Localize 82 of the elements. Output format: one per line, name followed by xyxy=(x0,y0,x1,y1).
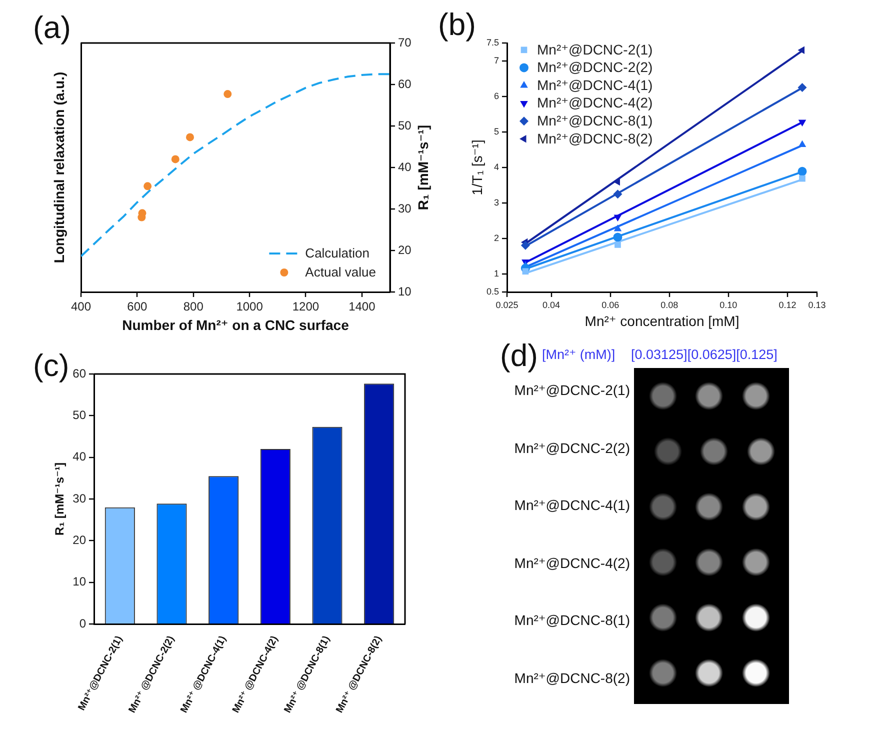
y-tick-label: 2 xyxy=(494,233,499,244)
y-tick-label: 0 xyxy=(79,616,86,630)
legend-label: Mn²⁺@DCNC-8(1) xyxy=(537,112,653,128)
point xyxy=(144,182,152,190)
y-tick-label: 6 xyxy=(494,90,499,101)
legend-label: Mn²⁺@DCNC-2(2) xyxy=(537,59,653,76)
x-tick-label: 600 xyxy=(127,300,148,314)
point xyxy=(520,240,530,250)
text: (d) xyxy=(500,338,538,374)
point xyxy=(798,46,804,54)
y-axis-title: Longitudinal relaxation (a.u.) xyxy=(50,72,67,264)
point xyxy=(798,140,806,147)
x-tick-label: 0.025 xyxy=(496,300,518,310)
x-tick-label: 1000 xyxy=(236,300,264,314)
legend-label: Actual value xyxy=(305,264,376,280)
category-label: [0.0625] xyxy=(687,347,736,363)
y2-tick-label: 30 xyxy=(398,201,412,216)
y-tick-label: 30 xyxy=(72,491,86,506)
point xyxy=(799,175,806,182)
y2-tick-label: 20 xyxy=(398,242,412,257)
y-tick-label: 60 xyxy=(72,366,86,380)
y-tick-label: 3 xyxy=(494,198,499,208)
x-tick-label: 0.12 xyxy=(778,300,796,310)
y2-tick-label: 10 xyxy=(398,284,412,298)
point xyxy=(614,214,622,222)
y2-tick-label: 60 xyxy=(398,76,412,91)
category-label: [0.03125] xyxy=(631,347,688,363)
x-tick-label: 0.08 xyxy=(660,300,678,310)
y-tick-label: 5 xyxy=(494,126,499,136)
y-tick-label: 0.5 xyxy=(486,286,499,296)
point xyxy=(522,268,529,275)
point xyxy=(798,120,806,126)
category-label: Mn²⁺@DCNC-4(1) xyxy=(514,497,630,514)
x-tick-label: 0.10 xyxy=(720,300,738,310)
y-axis-title: 1/T₁ [s⁻¹] xyxy=(468,140,485,196)
y-tick-label: 7.5 xyxy=(486,37,499,48)
y-tick-label: 40 xyxy=(72,450,86,464)
legend-label: Calculation xyxy=(305,246,370,261)
legend-label: Mn²⁺@DCNC-4(1) xyxy=(537,76,653,93)
category-label: Mn²⁺@DCNC-4(2) xyxy=(514,554,630,571)
x-tick-label: 0.13 xyxy=(808,300,826,310)
x-tick-label: 400 xyxy=(70,300,92,314)
y-tick-label: 50 xyxy=(72,408,86,422)
x-tick-label: 1400 xyxy=(348,300,376,314)
y-axis-title: R₁ [mM⁻¹s⁻¹] xyxy=(52,462,66,536)
y-tick-label: 7 xyxy=(494,55,499,66)
chart-title: (c) xyxy=(33,348,70,383)
y-tick-label: 10 xyxy=(72,574,86,589)
chart-title: (a) xyxy=(33,10,71,45)
legend-label: Mn²⁺@DCNC-2(1) xyxy=(537,41,653,58)
legend-label: Mn²⁺@DCNC-8(2) xyxy=(537,130,653,146)
y-tick-label: 20 xyxy=(72,532,86,547)
point xyxy=(224,90,232,98)
category-label: Mn²⁺@DCNC-8(2) xyxy=(514,670,630,686)
point xyxy=(171,155,180,164)
point xyxy=(798,82,807,92)
point xyxy=(613,190,622,199)
category-label: [0.125] xyxy=(736,347,778,363)
y-tick-label: 4 xyxy=(494,162,499,172)
y2-axis-title: R₁ [mM⁻¹s⁻¹] xyxy=(414,124,431,210)
legend-label: Mn²⁺@DCNC-4(2) xyxy=(537,94,653,111)
line-series xyxy=(81,73,390,258)
point xyxy=(613,232,622,242)
chart-title: (b) xyxy=(438,7,476,42)
point xyxy=(614,224,622,232)
x-tick-label: 0.06 xyxy=(602,300,620,310)
text: [Mn²⁺ (mM)] xyxy=(542,347,616,363)
y-tick-label: 1 xyxy=(494,268,499,279)
point xyxy=(186,133,194,142)
x-tick-label: 1200 xyxy=(292,300,320,314)
point xyxy=(614,242,621,248)
point xyxy=(798,166,807,176)
y2-tick-label: 40 xyxy=(398,160,412,174)
y2-tick-label: 50 xyxy=(398,118,412,132)
x-tick-label: 0.04 xyxy=(542,300,560,310)
y2-tick-label: 70 xyxy=(398,35,412,50)
x-tick-label: 800 xyxy=(183,300,204,314)
x-axis-title: Mn²⁺ concentration [mM] xyxy=(584,312,740,329)
x-axis-title: Number of Mn²⁺ on a CNC surface xyxy=(122,316,350,333)
category-label: Mn²⁺@DCNC-2(1) xyxy=(514,382,630,398)
category-label: Mn²⁺@DCNC-2(2) xyxy=(514,440,630,456)
category-label: Mn²⁺@DCNC-8(1) xyxy=(514,612,630,628)
